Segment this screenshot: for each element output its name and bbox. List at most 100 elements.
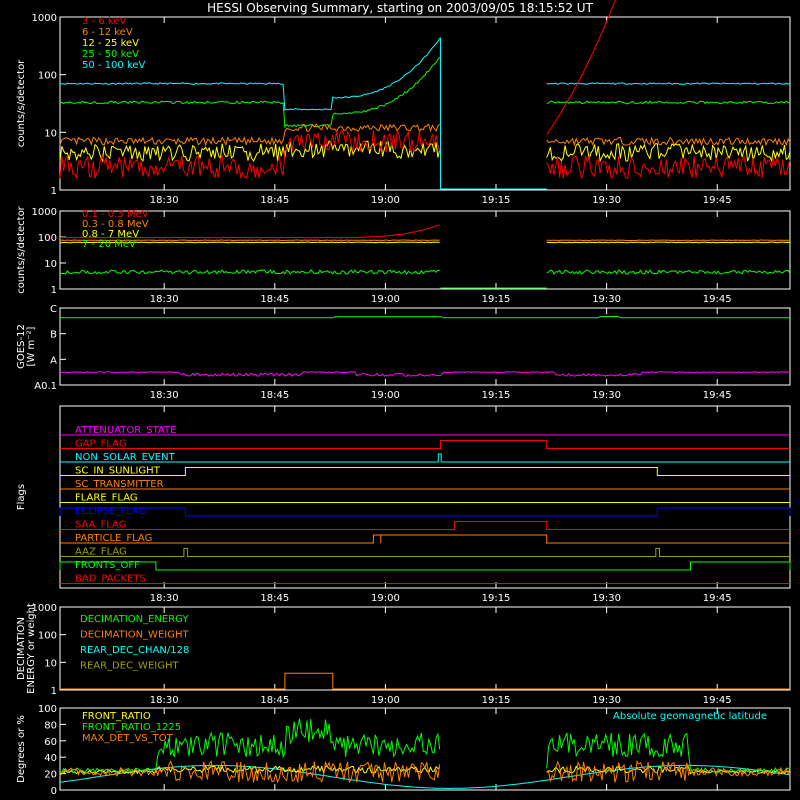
figure-title: HESSI Observing Summary, starting on 200… [207,1,593,15]
legend-entry: 0.1 - 0.3 MeV [82,209,149,220]
series-line [60,316,790,319]
y-tick-label: 60 [44,737,57,748]
series-line [59,239,440,242]
x-tick-label: 19:30 [592,390,621,401]
series-line [546,143,791,163]
series-line [546,760,791,783]
flag-line [60,440,790,449]
y-axis-label: ENERGY or weight [26,603,37,694]
x-tick-label: 18:45 [260,593,289,604]
panel-5-frame [59,606,791,691]
y-tick-label: 100 [38,71,57,82]
flag-label: GAP_FLAG [75,439,127,450]
panel-2-frame [59,210,791,290]
flag-label: NON_SOLAR_EVENT [75,452,176,463]
panel-4-frame [59,405,791,589]
flag-label: FRONTS_OFF [75,560,140,571]
legend-entry: DECIMATION_ENERGY [80,614,189,625]
series-line [60,672,790,690]
x-tick-label: 19:00 [371,195,400,206]
y-tick-label: 1000 [32,207,57,218]
legend-entry: 50 - 100 keV [82,60,146,71]
y-axis-label: counts/s/detector [16,59,27,147]
x-tick-label: 19:45 [703,390,732,401]
panel-3-frame [59,307,791,386]
legend-entry: REAR_DEC_CHAN/128 [80,645,189,656]
flag-label: SC_TRANSMITTER [75,479,164,490]
series-line [59,56,441,129]
y-tick-label: 1000 [32,603,57,614]
y-tick-label: 10 [44,259,57,270]
y-tick-label: 20 [44,770,57,781]
flag-line [59,561,791,571]
x-tick-label: 19:15 [482,294,511,305]
y-tick-label: 100 [38,704,57,715]
y-axis-label: Degrees or % [16,715,27,783]
y-tick-label: 40 [44,753,57,764]
legend-entry: REAR_DEC_WEIGHT [80,661,179,672]
x-tick-label: 19:30 [592,593,621,604]
y-axis-label: [W m⁻²] [26,326,37,366]
y-tick-label: B [50,330,57,341]
flag-label: SC_IN_SUNLIGHT [75,466,161,477]
x-tick-label: 19:00 [371,390,400,401]
legend-entry: MAX_DET_VS_TOT [82,733,174,744]
x-tick-label: 19:15 [482,195,511,206]
legend-entry: 12 - 25 keV [82,38,139,49]
y-axis-label: Flags [16,484,27,510]
series-line [59,224,440,239]
series-line [59,760,441,784]
y-tick-label: 10 [44,128,57,139]
legend-entry: FRONT_RATIO [82,711,151,722]
legend-entry: 0.8 - 7 MeV [82,229,139,240]
flag-line [60,521,790,530]
x-tick-label: 18:30 [150,195,179,206]
series-line [546,82,791,85]
series-line [59,129,441,180]
x-tick-label: 19:00 [371,593,400,604]
x-tick-label: 18:45 [260,195,289,206]
flag-label: SAA_FLAG [75,520,126,531]
legend-entry: 3 - 6 keV [82,16,126,27]
y-axis-label: DECIMATION [16,617,27,680]
x-tick-label: 19:15 [482,695,511,706]
x-tick-label: 19:45 [703,294,732,305]
y-tick-label: 0 [51,786,57,797]
x-tick-label: 19:15 [482,390,511,401]
y-tick-label: A [50,355,57,366]
x-tick-label: 19:45 [703,593,732,604]
legend-entry: 6 - 12 keV [82,27,133,38]
y-axis-label: GOES-12 [16,324,27,369]
series-line [59,718,441,774]
series-line [59,140,441,163]
x-tick-label: 19:45 [703,195,732,206]
x-tick-label: 19:30 [592,195,621,206]
x-tick-label: 18:30 [150,390,179,401]
series-line [546,0,616,135]
flag-line [60,534,790,544]
y-tick-label: 100 [38,631,57,642]
x-tick-label: 18:45 [260,390,289,401]
y-tick-label: 1 [51,686,57,697]
series-line [546,155,791,180]
x-tick-label: 19:00 [371,695,400,706]
series-line [59,37,441,111]
x-tick-label: 18:45 [260,294,289,305]
y-tick-label: 1000 [32,13,57,24]
series-line [546,732,791,774]
y-tick-label: C [50,304,57,315]
legend-entry: DECIMATION_WEIGHT [80,630,189,641]
series-line [546,241,791,244]
flag-label: BAD_PACKETS [75,574,146,585]
legend-entry: 7 - 20 MeV [82,239,136,250]
series-line [59,123,441,147]
series-line [546,100,791,105]
flag-line [60,548,790,557]
flag-label: AAZ_FLAG [75,547,127,558]
y-tick-label: 10 [44,658,57,669]
x-tick-label: 19:30 [592,294,621,305]
y-tick-label: 1 [51,285,57,296]
series-line [546,239,791,242]
flag-line [59,507,791,517]
